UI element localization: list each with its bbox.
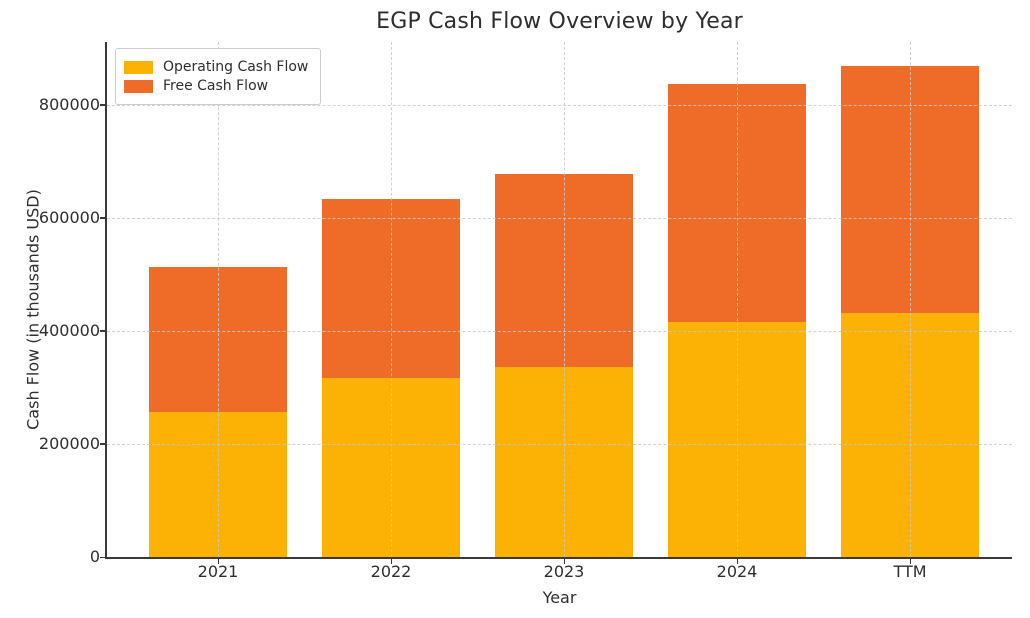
chart-title: EGP Cash Flow Overview by Year bbox=[376, 9, 743, 34]
gridline-x-ttm bbox=[910, 42, 911, 557]
legend-item-operating-cash-flow: Operating Cash Flow bbox=[124, 59, 310, 75]
y-tick-400000 bbox=[100, 330, 105, 333]
x-tick-2024 bbox=[736, 559, 739, 564]
gridline-x-2023 bbox=[564, 42, 565, 557]
x-tick-label-ttm: TTM bbox=[893, 562, 927, 581]
x-tick-2023 bbox=[563, 559, 566, 564]
x-tick-label-2024: 2024 bbox=[716, 562, 758, 581]
gridline-y-800000 bbox=[107, 104, 1012, 106]
x-axis-label: Year bbox=[542, 588, 577, 607]
legend-item-free-cash-flow: Free Cash Flow bbox=[124, 78, 310, 94]
legend-label: Free Cash Flow bbox=[163, 78, 269, 94]
y-tick-label-400000: 400000 bbox=[38, 320, 100, 340]
x-axis-spine bbox=[105, 557, 1012, 559]
y-tick-0 bbox=[100, 556, 105, 559]
y-tick-200000 bbox=[100, 443, 105, 446]
x-tick-2022 bbox=[390, 559, 393, 564]
y-axis-spine bbox=[105, 42, 107, 559]
y-tick-label-600000: 600000 bbox=[38, 207, 100, 227]
legend-label: Operating Cash Flow bbox=[163, 59, 309, 75]
gridline-y-400000 bbox=[107, 330, 1012, 332]
x-tick-label-2022: 2022 bbox=[370, 562, 412, 581]
x-tick-ttm bbox=[909, 559, 912, 564]
gridline-y-200000 bbox=[107, 443, 1012, 445]
x-tick-label-2023: 2023 bbox=[543, 562, 585, 581]
y-tick-label-800000: 800000 bbox=[38, 94, 100, 114]
gridline-x-2021 bbox=[218, 42, 219, 557]
operating-cash-flow-swatch-icon bbox=[124, 60, 153, 74]
y-tick-600000 bbox=[100, 217, 105, 220]
y-tick-800000 bbox=[100, 104, 105, 107]
gridline-x-2024 bbox=[737, 42, 738, 557]
y-tick-label-0: 0 bbox=[89, 547, 100, 566]
gridline-y-600000 bbox=[107, 217, 1012, 219]
legend: Operating Cash Flow Free Cash Flow bbox=[115, 48, 321, 105]
y-tick-label-200000: 200000 bbox=[38, 433, 100, 453]
gridline-x-2022 bbox=[391, 42, 392, 557]
x-tick-2021 bbox=[217, 559, 220, 564]
x-tick-label-2021: 2021 bbox=[197, 562, 239, 581]
free-cash-flow-swatch-icon bbox=[124, 79, 153, 93]
